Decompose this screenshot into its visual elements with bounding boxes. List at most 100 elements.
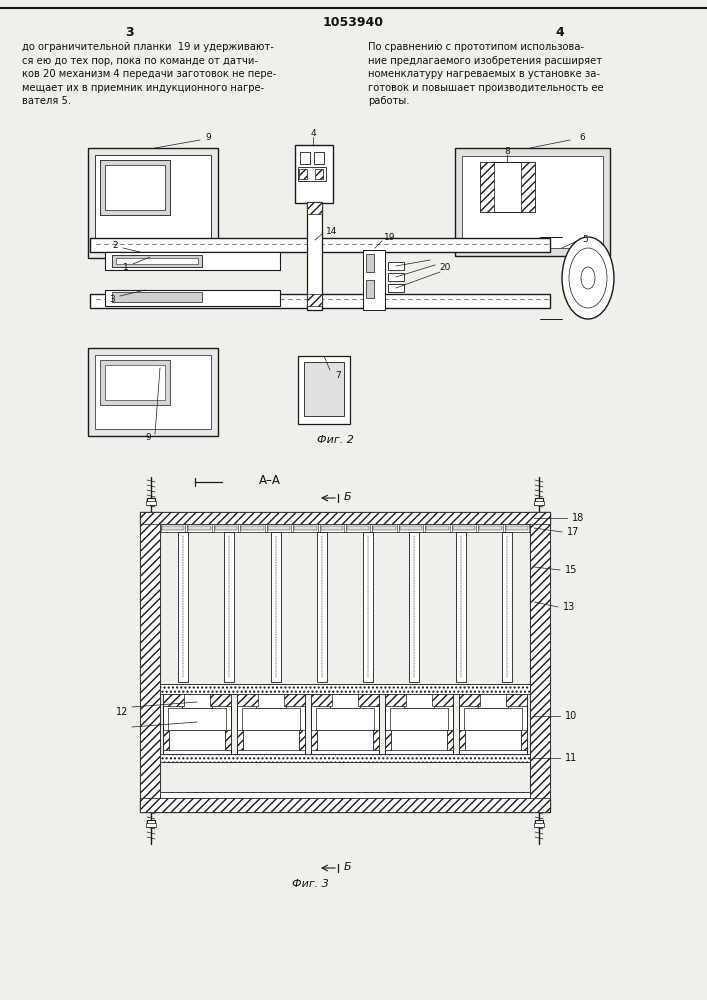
Text: 11: 11 <box>565 753 577 763</box>
Bar <box>307 202 322 214</box>
Bar <box>105 290 280 306</box>
Bar <box>409 532 419 682</box>
Bar <box>237 694 305 754</box>
Bar <box>147 820 155 827</box>
Bar <box>502 532 512 682</box>
Bar <box>300 152 310 164</box>
Bar <box>366 280 374 298</box>
Bar <box>311 694 379 754</box>
Bar <box>160 754 530 762</box>
Bar <box>478 524 503 532</box>
Bar <box>298 167 326 181</box>
Bar <box>373 524 397 532</box>
Bar <box>256 694 286 708</box>
Bar <box>241 526 264 530</box>
Bar <box>189 526 211 530</box>
Text: 13: 13 <box>563 602 575 612</box>
Bar <box>385 694 406 706</box>
Bar <box>307 202 322 310</box>
Bar <box>388 273 404 281</box>
Text: 9: 9 <box>145 434 151 442</box>
Bar <box>316 708 374 730</box>
Bar <box>391 730 447 750</box>
Bar <box>112 292 202 302</box>
Bar <box>447 730 453 750</box>
Bar <box>452 526 475 530</box>
Bar <box>237 694 258 706</box>
Bar <box>284 694 305 706</box>
Bar <box>182 694 212 708</box>
Bar <box>347 526 370 530</box>
Bar <box>363 532 373 682</box>
Bar <box>140 512 550 524</box>
Bar <box>140 512 160 812</box>
Text: 4: 4 <box>310 128 316 137</box>
Bar <box>160 754 530 762</box>
Bar <box>160 684 530 694</box>
Bar <box>243 730 299 750</box>
Bar <box>330 694 360 708</box>
Bar <box>298 356 350 424</box>
Bar <box>100 360 170 405</box>
Bar <box>479 526 501 530</box>
Bar <box>90 238 550 252</box>
Text: 20: 20 <box>439 263 450 272</box>
Bar <box>146 501 156 505</box>
Text: 18: 18 <box>572 513 584 523</box>
Bar <box>95 355 211 429</box>
Bar <box>105 165 165 210</box>
Bar <box>534 823 544 827</box>
Text: 3: 3 <box>126 26 134 39</box>
Bar <box>530 512 550 812</box>
Bar <box>105 252 280 270</box>
Text: 1053940: 1053940 <box>322 15 383 28</box>
Bar <box>100 160 170 215</box>
Bar <box>506 694 527 706</box>
Bar <box>311 694 332 706</box>
Bar <box>426 526 449 530</box>
Text: 3: 3 <box>109 294 115 304</box>
Bar <box>459 694 480 706</box>
Bar <box>95 155 211 251</box>
Bar <box>311 730 317 750</box>
Bar <box>315 169 323 179</box>
Bar <box>317 532 327 682</box>
Bar <box>459 694 527 754</box>
Bar <box>358 694 379 706</box>
Bar <box>317 730 373 750</box>
Bar <box>385 694 453 754</box>
Bar <box>452 524 476 532</box>
Bar <box>140 798 550 812</box>
Bar <box>242 708 300 730</box>
Bar <box>268 526 290 530</box>
Bar <box>390 708 448 730</box>
Bar <box>112 255 202 267</box>
Text: Фиг. 2: Фиг. 2 <box>317 435 354 445</box>
Text: 17: 17 <box>567 527 579 537</box>
Bar <box>160 684 530 694</box>
Bar <box>399 524 423 532</box>
Bar <box>88 148 218 258</box>
Bar <box>400 526 422 530</box>
Ellipse shape <box>562 237 614 319</box>
Bar <box>299 730 305 750</box>
Bar <box>432 694 453 706</box>
Text: 1: 1 <box>123 262 129 271</box>
Bar <box>480 162 494 212</box>
Bar <box>271 532 281 682</box>
Bar <box>90 294 550 308</box>
Bar <box>320 526 343 530</box>
Text: Б: Б <box>344 492 352 502</box>
Bar <box>521 730 527 750</box>
Text: 8: 8 <box>504 146 510 155</box>
Text: 15: 15 <box>565 565 578 575</box>
Bar <box>178 532 188 682</box>
Bar <box>465 730 521 750</box>
Bar <box>116 258 198 264</box>
Text: 6: 6 <box>579 133 585 142</box>
Text: 9: 9 <box>205 133 211 142</box>
Bar <box>366 254 374 272</box>
Bar <box>534 501 544 505</box>
Bar <box>295 145 333 203</box>
Bar <box>505 524 529 532</box>
